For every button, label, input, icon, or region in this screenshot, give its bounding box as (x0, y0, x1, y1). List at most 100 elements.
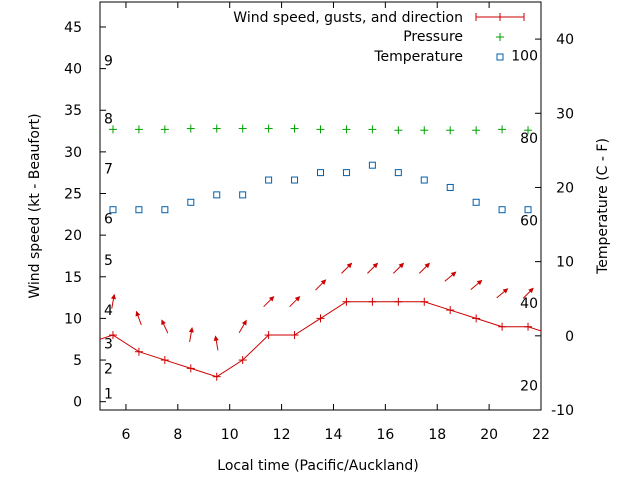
wind-speed-point (212, 372, 221, 381)
wind-direction-arrow (496, 288, 509, 299)
x-tick-label: 22 (532, 427, 550, 443)
x-axis-label: Local time (Pacific/Auckland) (217, 458, 418, 474)
legend-label-wind: Wind speed, gusts, and direction (233, 10, 463, 26)
y-tick-label: 0 (73, 395, 82, 411)
wind-speed-point (316, 314, 325, 323)
wind-direction-arrow (470, 279, 483, 290)
wind-direction-arrow (289, 295, 301, 308)
temperature-point (109, 206, 117, 214)
temperature-point (239, 191, 247, 199)
temperature-point (472, 198, 480, 206)
pressure-point (186, 124, 195, 133)
wind-speed-point (160, 356, 169, 365)
temperature-series (109, 161, 532, 214)
temperature-point (135, 206, 143, 214)
wind-direction-arrow (238, 319, 247, 334)
x-tick-label: 18 (428, 427, 446, 443)
y2-tick-label: 10 (556, 255, 574, 271)
temperature-point (368, 161, 376, 169)
temperature-point (394, 169, 402, 177)
beaufort-label: 3 (104, 336, 113, 352)
wind-speed-point (134, 347, 143, 356)
beaufort-label: 9 (104, 53, 113, 69)
y2-tick-label: 0 (565, 329, 574, 345)
y-tick-label: 25 (64, 187, 82, 203)
wind-direction-arrow (213, 335, 219, 351)
legend-key-wind (475, 13, 525, 21)
fahrenheit-label: 40 (520, 296, 538, 312)
beaufort-label: 4 (104, 303, 113, 319)
wind-speed-point (264, 331, 273, 340)
wind-speed-point (446, 306, 455, 315)
wind-speed-point (498, 322, 507, 331)
pressure-point (524, 126, 533, 135)
pressure-point (472, 126, 481, 135)
pressure-point (420, 126, 429, 135)
wind-direction-arrow (522, 287, 534, 299)
y2-axis-label: Temperature (C - F) (595, 138, 611, 275)
pressure-point (212, 124, 221, 133)
y-tick-label: 45 (64, 20, 82, 36)
x-tick-label: 12 (273, 427, 291, 443)
wind-direction-arrow (367, 262, 379, 274)
pressure-point (238, 124, 247, 133)
wind-direction-arrow (110, 293, 116, 309)
axis-ticks (100, 2, 542, 411)
legend-label-pressure: Pressure (403, 29, 463, 45)
beaufort-label: 5 (104, 253, 113, 269)
wind-speed-point (394, 297, 403, 306)
pressure-series (108, 124, 533, 135)
pressure-point (264, 124, 273, 133)
wind-direction-arrow (444, 271, 457, 282)
temperature-point (446, 183, 454, 191)
wind-direction-arrow (161, 319, 169, 334)
y-tick-label: 35 (64, 103, 82, 119)
temperature-point (317, 169, 324, 177)
y-tick-label: 40 (64, 62, 82, 78)
beaufort-label: 1 (104, 386, 113, 402)
pressure-point (134, 125, 143, 134)
y-tick-label: 15 (64, 270, 82, 286)
x-tick-label: 16 (376, 427, 394, 443)
wind-direction-arrow (263, 295, 275, 308)
tick-labels: 6 8 10 12 14 16 18 20 22051015202530354045-10010… (64, 20, 574, 443)
pressure-point (368, 125, 377, 134)
temperature-point (265, 176, 273, 184)
plot-frame (99, 1, 542, 411)
series-marks (100, 124, 541, 381)
fahrenheit-label: 80 (520, 131, 538, 147)
wind-speed-point (368, 297, 377, 306)
x-tick-label: 8 (173, 427, 182, 443)
legend: Wind speed, gusts, and direction Pressur… (233, 10, 525, 65)
pressure-point (108, 125, 117, 134)
pressure-point (316, 125, 325, 134)
legend-label-temperature: Temperature (373, 49, 463, 65)
y2-tick-label: 30 (556, 106, 574, 122)
temperature-point (420, 176, 428, 184)
fahrenheit-scale: 20 40 60 80 100 (511, 49, 538, 395)
x-tick-label: 6 (121, 427, 130, 443)
y2-tick-label: -10 (551, 403, 574, 419)
temperature-point (342, 169, 350, 177)
x-tick-label: 20 (480, 427, 498, 443)
y-tick-label: 30 (64, 145, 82, 161)
fahrenheit-label: 20 (520, 378, 538, 394)
wind-speed-point (238, 356, 247, 365)
pressure-point (498, 125, 507, 134)
wind-series (100, 262, 541, 381)
y-tick-label: 5 (73, 353, 82, 369)
beaufort-label: 8 (104, 112, 113, 128)
wind-speed-point (290, 331, 299, 340)
y-tick-label: 20 (64, 228, 82, 244)
beaufort-scale: 1 2 3 4 5 6 7 8 9 (104, 53, 113, 402)
wind-direction-arrow (341, 262, 353, 274)
pressure-point (342, 125, 351, 134)
beaufort-label: 7 (104, 162, 113, 178)
wind-direction-arrow (315, 279, 327, 291)
temperature-point (161, 206, 169, 214)
temperature-point (498, 206, 506, 214)
wind-speed-point (524, 322, 533, 331)
pressure-point (394, 126, 403, 135)
y-axis-label: Wind speed (kt - Beaufort) (27, 113, 43, 298)
